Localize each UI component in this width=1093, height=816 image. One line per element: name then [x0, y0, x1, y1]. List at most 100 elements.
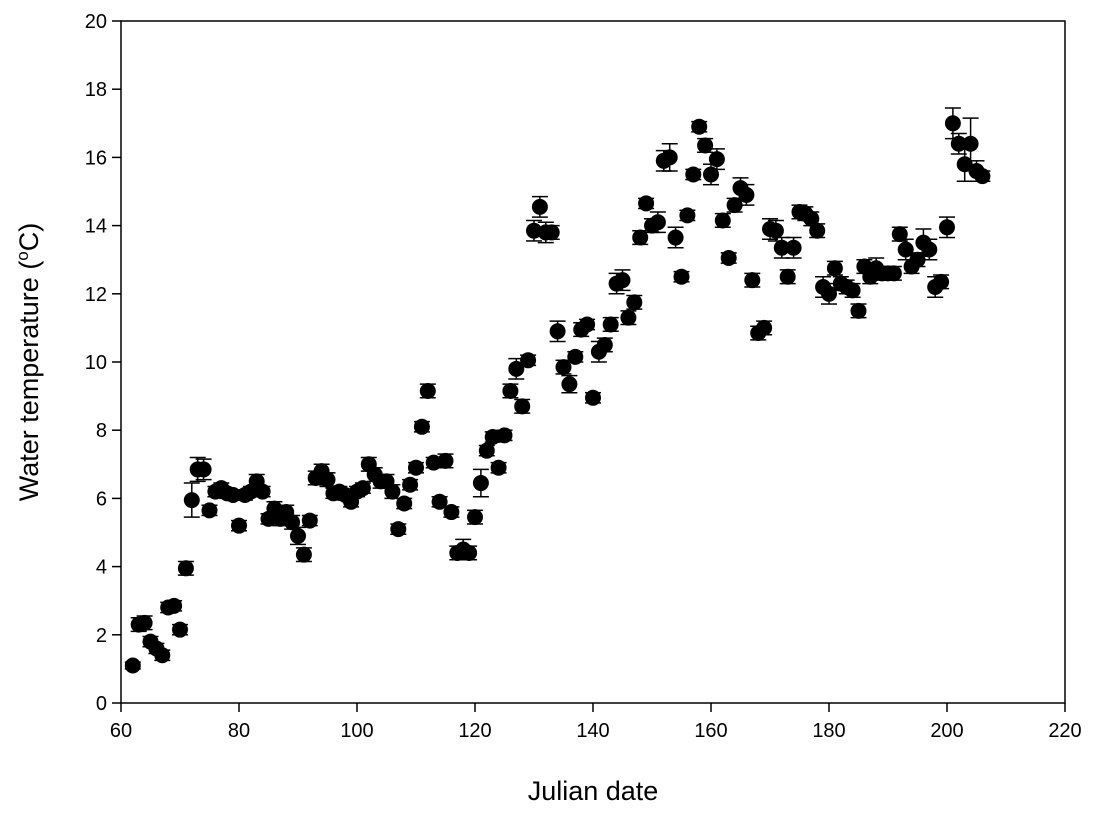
x-tick-label: 140 — [576, 720, 609, 742]
data-point — [567, 348, 584, 365]
data-point — [172, 621, 188, 638]
x-tick-label: 160 — [694, 720, 727, 742]
data-point — [897, 241, 914, 258]
data-point — [254, 483, 271, 500]
y-tick-label: 10 — [85, 352, 107, 374]
data-point — [408, 459, 424, 476]
x-tick-label: 80 — [228, 720, 250, 742]
data-point — [284, 514, 301, 531]
data-point — [478, 442, 495, 459]
data-point — [231, 517, 247, 534]
data-point — [596, 336, 613, 353]
data-point — [714, 212, 731, 229]
data-point — [319, 471, 336, 488]
y-tick-label: 0 — [96, 693, 107, 715]
data-point — [850, 302, 867, 319]
data-point — [136, 614, 153, 631]
data-point — [638, 195, 655, 212]
data-point — [821, 285, 837, 302]
data-point — [744, 272, 761, 289]
data-point — [154, 647, 171, 664]
data-point — [419, 382, 436, 399]
data-point — [301, 512, 318, 529]
data-point — [177, 560, 194, 577]
data-point — [549, 323, 566, 340]
data-point — [543, 224, 560, 241]
data-point — [767, 222, 784, 239]
x-tick-label: 180 — [812, 720, 845, 742]
data-point — [614, 272, 631, 289]
data-point — [726, 197, 743, 214]
data-point — [803, 210, 820, 227]
data-point — [384, 483, 401, 500]
y-tick-label: 16 — [85, 147, 107, 169]
data-point — [667, 229, 684, 246]
data-point — [720, 249, 737, 266]
y-tick-label: 2 — [96, 625, 107, 647]
data-point — [773, 239, 790, 256]
data-point — [939, 219, 955, 236]
data-point — [225, 486, 242, 503]
data-point — [974, 168, 991, 185]
data-point — [673, 268, 690, 285]
data-point — [632, 229, 649, 246]
data-point — [933, 273, 950, 290]
data-point — [956, 156, 973, 173]
data-point — [425, 454, 442, 471]
data-point — [484, 429, 501, 446]
data-point — [756, 319, 773, 336]
y-tick-label: 14 — [85, 216, 107, 238]
data-point — [708, 151, 725, 168]
data-point — [620, 309, 637, 326]
data-point — [472, 475, 489, 492]
data-point — [691, 118, 708, 135]
data-point — [779, 268, 796, 285]
data-point — [555, 359, 572, 376]
data-point — [437, 452, 454, 469]
data-point — [514, 398, 531, 415]
y-axis-title-part: C) — [14, 223, 44, 252]
data-point — [703, 166, 719, 183]
data-point — [685, 166, 702, 183]
data-point — [526, 222, 542, 239]
data-point — [431, 493, 448, 510]
y-axis-title-superscript: o — [13, 251, 32, 260]
data-point — [785, 239, 802, 256]
data-point — [402, 476, 419, 493]
data-point — [531, 198, 548, 215]
y-tick-label: 12 — [85, 284, 107, 306]
data-point — [944, 115, 961, 132]
data-point — [891, 226, 908, 243]
data-point — [396, 495, 413, 512]
data-point — [738, 186, 755, 203]
data-point — [195, 461, 212, 478]
data-point — [585, 389, 601, 406]
data-point — [679, 207, 696, 224]
data-point — [809, 222, 826, 239]
x-axis-title: Julian date — [528, 776, 659, 806]
x-tick-label: 220 — [1048, 720, 1081, 742]
data-point — [950, 135, 967, 152]
x-tick-label: 200 — [930, 720, 963, 742]
data-point — [461, 544, 478, 561]
data-point — [561, 376, 578, 393]
data-point — [354, 480, 371, 497]
data-point — [885, 265, 902, 282]
data-point — [390, 521, 407, 538]
data-point — [826, 260, 843, 277]
y-axis-title-part: Water temperature ( — [14, 261, 44, 502]
y-tick-label: 8 — [96, 420, 107, 442]
data-point — [649, 214, 666, 231]
data-point — [508, 360, 525, 377]
data-point — [496, 427, 513, 444]
data-point — [295, 546, 312, 563]
data-point — [962, 135, 979, 152]
data-point — [579, 316, 596, 333]
data-point — [520, 352, 537, 369]
data-point — [124, 657, 141, 674]
data-point — [413, 418, 430, 435]
x-tick-label: 120 — [458, 720, 491, 742]
y-tick-label: 4 — [96, 557, 107, 579]
